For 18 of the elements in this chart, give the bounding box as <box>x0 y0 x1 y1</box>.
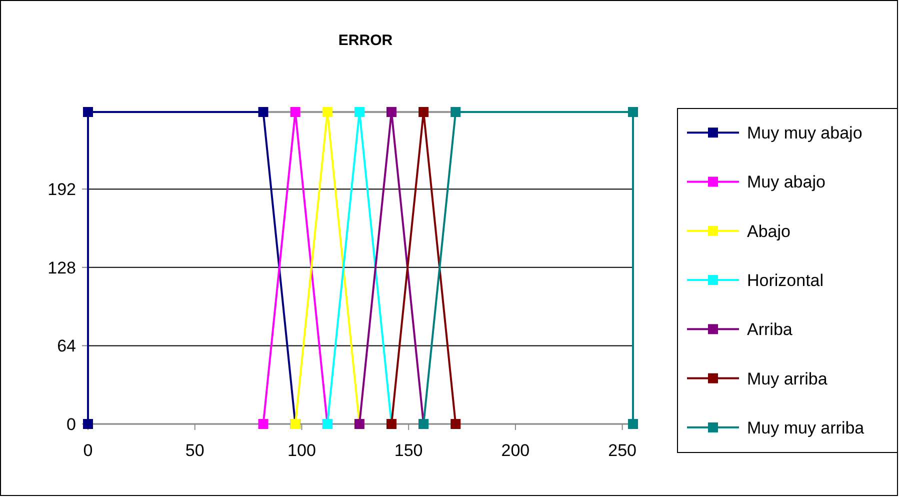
legend-label: Muy arriba <box>747 369 828 388</box>
y-tick-label: 192 <box>48 180 76 200</box>
x-tick-label: 0 <box>83 441 93 460</box>
legend-label: Muy muy abajo <box>747 124 862 143</box>
x-tick-label: 100 <box>288 441 316 460</box>
legend-label: Abajo <box>747 222 790 241</box>
y-tick-label: 64 <box>57 336 76 356</box>
x-tick-label: 200 <box>501 441 530 460</box>
legend-label: Muy abajo <box>747 172 826 192</box>
legend-label: Muy muy arriba <box>747 418 865 438</box>
x-tick-label: 250 <box>608 441 636 460</box>
x-tick-label: 50 <box>185 441 204 460</box>
y-tick-label: 128 <box>48 258 76 278</box>
legend-label: Horizontal <box>747 271 824 290</box>
legend-label: Arriba <box>747 320 793 340</box>
x-tick-label: 150 <box>394 441 423 460</box>
y-tick-label: 0 <box>66 415 76 434</box>
chart-title: ERROR <box>338 32 393 49</box>
